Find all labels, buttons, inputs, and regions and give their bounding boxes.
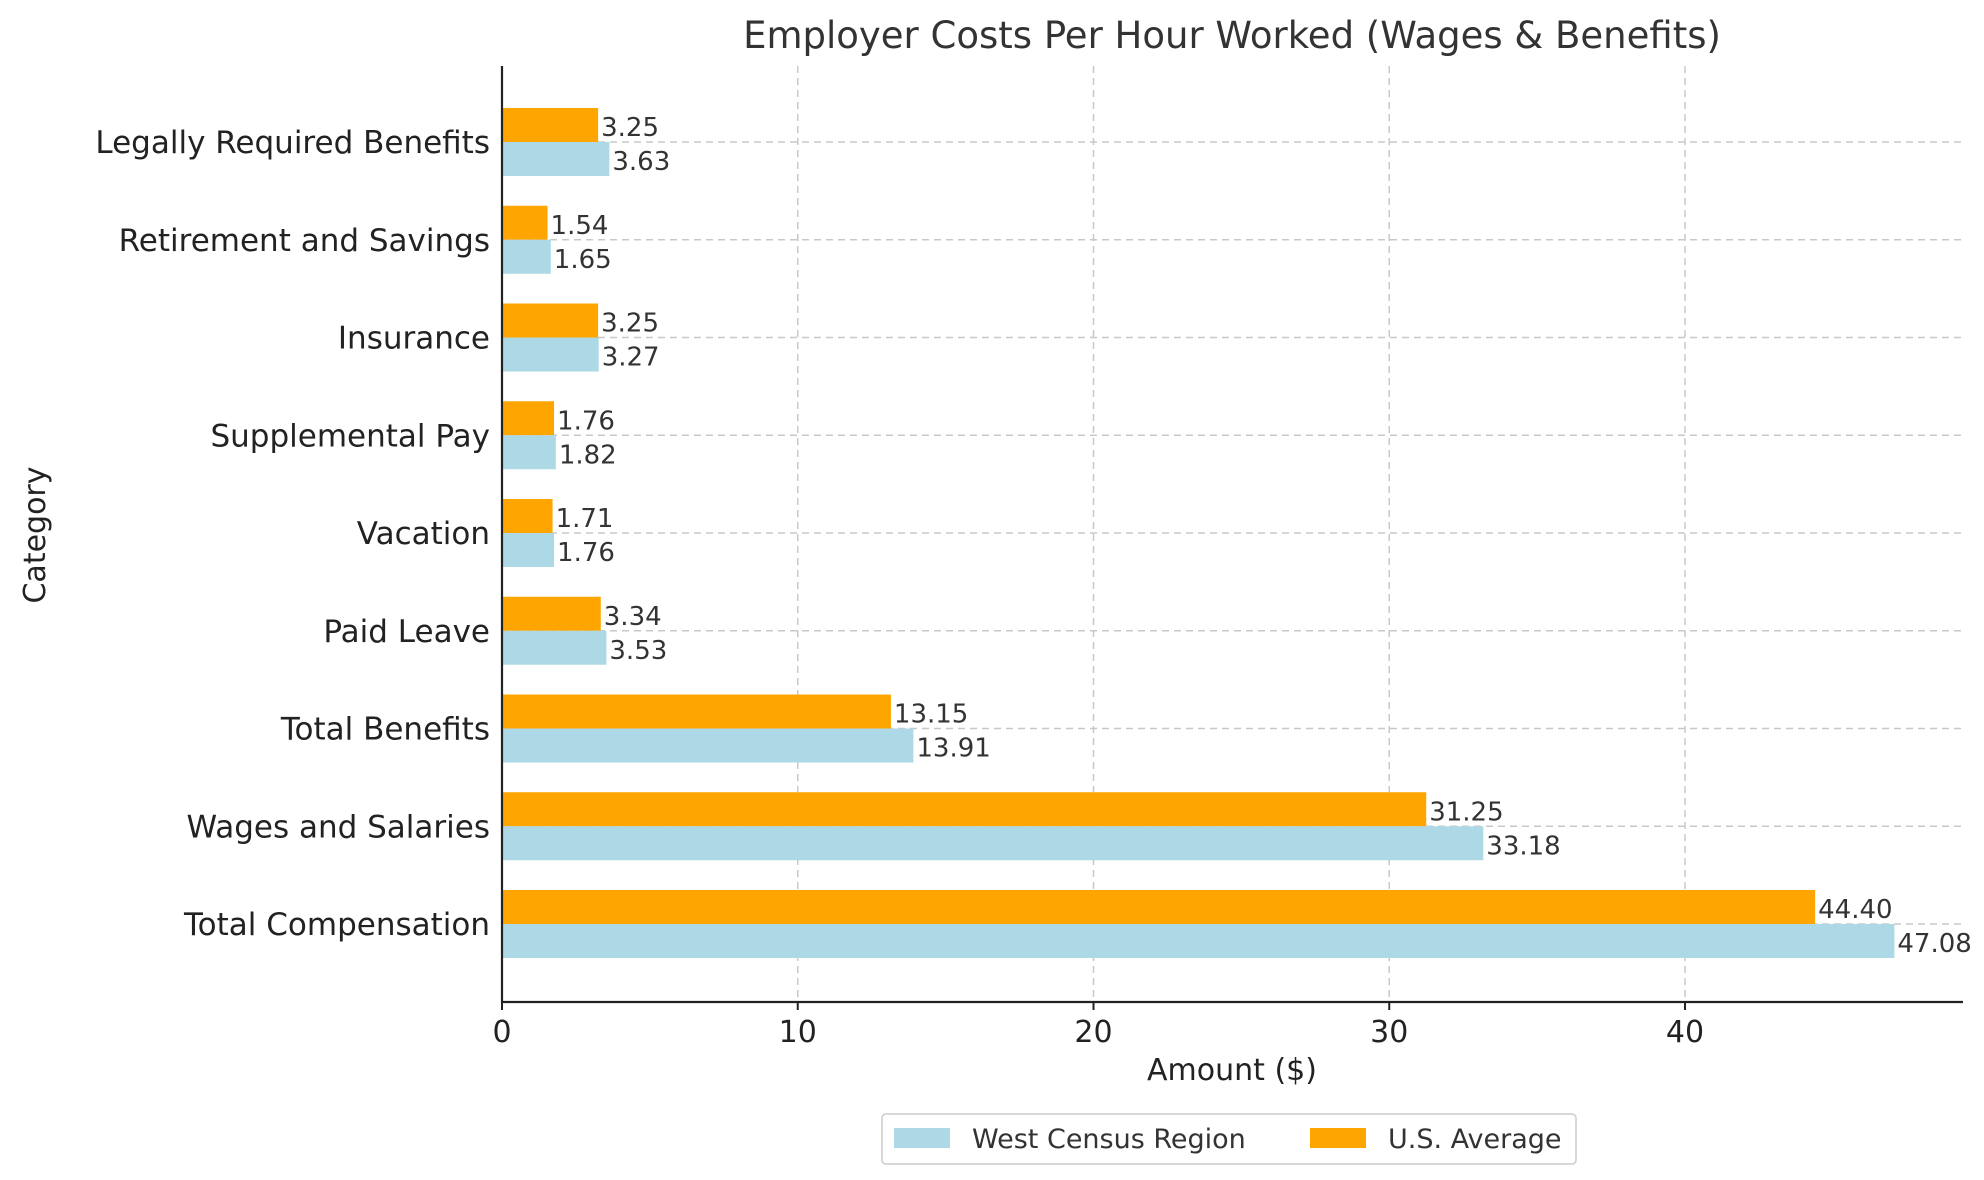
bar-us-average (502, 205, 548, 240)
value-label-west-census-region: 47.08 (1897, 929, 1971, 959)
y-tick-label: Total Benefits (280, 712, 490, 748)
value-label-west-census-region: 1.82 (559, 440, 617, 470)
bar-us-average (502, 792, 1427, 827)
y-tick-label: Retirement and Savings (119, 223, 490, 259)
y-tick-label: Insurance (338, 321, 490, 357)
bar-us-average (502, 303, 599, 338)
legend: West Census Region U.S. Average (881, 1113, 1577, 1165)
value-label-us-average: 1.71 (556, 504, 614, 534)
bar-west-census-region (502, 924, 1895, 958)
legend-frame (881, 1113, 1577, 1165)
legend-swatch-us (1310, 1128, 1366, 1148)
bar-west-census-region (502, 239, 551, 274)
bars-layer (502, 108, 1895, 958)
value-label-us-average: 44.40 (1818, 895, 1892, 925)
bar-west-census-region (502, 826, 1484, 861)
value-label-us-average: 31.25 (1429, 797, 1503, 827)
bar-us-average (502, 499, 553, 533)
bar-us-average (502, 890, 1816, 924)
bar-west-census-region (502, 533, 555, 567)
value-label-west-census-region: 1.65 (554, 245, 612, 275)
x-tick-label: 10 (779, 1015, 817, 1050)
x-axis-label: Amount ($) (1147, 1053, 1317, 1088)
x-tick-label: 0 (492, 1015, 511, 1050)
bar-west-census-region (502, 337, 599, 372)
value-label-west-census-region: 1.76 (557, 538, 615, 568)
value-label-west-census-region: 3.27 (602, 343, 660, 373)
value-label-west-census-region: 3.63 (612, 147, 670, 177)
y-axis-label: Category (18, 466, 53, 603)
bar-us-average (502, 596, 601, 631)
y-tick-label: Vacation (357, 516, 490, 552)
value-label-us-average: 13.15 (894, 700, 968, 730)
x-tick-label: 40 (1666, 1015, 1704, 1050)
y-tick-label: Supplemental Pay (210, 418, 490, 454)
value-label-us-average: 1.76 (557, 406, 615, 436)
legend-label-us: U.S. Average (1388, 1124, 1562, 1155)
bar-west-census-region (502, 435, 556, 470)
bar-us-average (502, 401, 555, 436)
value-label-us-average: 1.54 (551, 211, 609, 241)
x-tick-label: 30 (1370, 1015, 1408, 1050)
bar-west-census-region (502, 630, 607, 665)
y-tick-label: Paid Leave (323, 614, 490, 650)
y-tick-label: Wages and Salaries (187, 809, 490, 845)
bar-west-census-region (502, 728, 914, 763)
bar-us-average (502, 694, 891, 729)
grid-layer (502, 66, 1963, 1002)
y-tick-label: Total Compensation (183, 907, 490, 943)
value-label-west-census-region: 33.18 (1486, 831, 1560, 861)
value-label-us-average: 3.34 (604, 602, 662, 632)
bar-us-average (502, 108, 599, 142)
chart-title: Employer Costs Per Hour Worked (Wages & … (743, 14, 1721, 57)
value-label-west-census-region: 13.91 (916, 734, 990, 764)
legend-label-west: West Census Region (972, 1124, 1246, 1155)
value-label-us-average: 3.25 (601, 113, 659, 143)
value-label-west-census-region: 3.53 (609, 636, 667, 666)
bar-west-census-region (502, 142, 610, 176)
x-tick-label: 20 (1074, 1015, 1112, 1050)
legend-swatch-west (894, 1128, 950, 1148)
value-label-us-average: 3.25 (601, 309, 659, 339)
axes-layer: Total Compensation Wages and Salaries Tota… (95, 66, 1963, 1050)
y-tick-label: Legally Required Benefits (95, 125, 490, 161)
